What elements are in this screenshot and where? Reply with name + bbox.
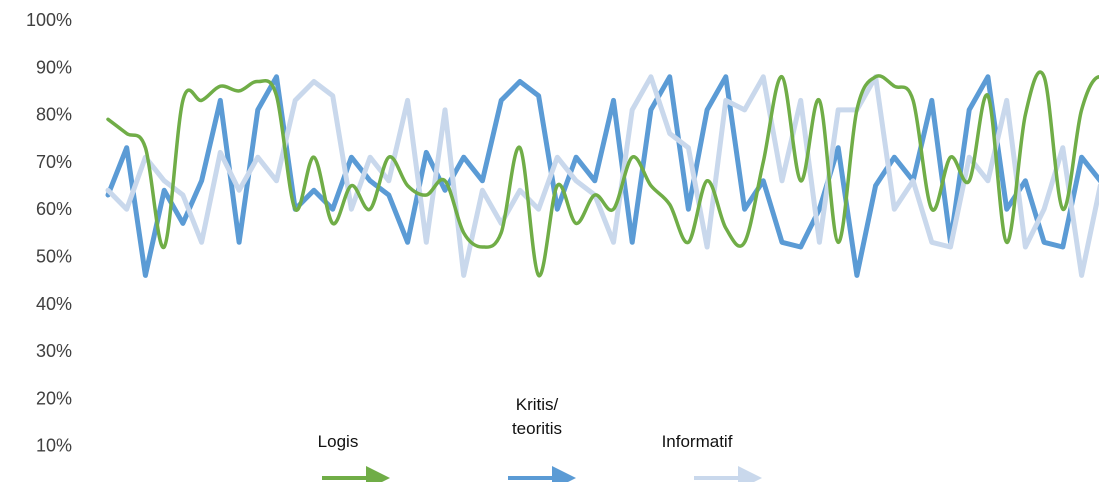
y-tick-label: 20% [36,388,72,408]
series-line-informatif [105,74,1099,278]
legend-label: Logis [318,432,359,451]
legend-item: Informatif [662,432,762,482]
legend: Logis Kritis/teoritis Informatif [318,395,762,482]
series-line-logis [106,70,1099,278]
legend-label: Informatif [662,432,733,451]
y-tick-label: 100% [26,10,72,30]
y-tick-label: 90% [36,57,72,77]
legend-item: Logis [318,432,390,482]
y-tick-label: 40% [36,294,72,314]
y-tick-label: 10% [36,436,72,456]
plot-area [105,70,1099,278]
y-tick-label: 50% [36,247,72,267]
y-axis: 10% 20% 30% 40% 50% 60% 70% 80% 90% 100% [26,10,72,456]
y-tick-label: 60% [36,199,72,219]
y-tick-label: 70% [36,152,72,172]
y-tick-label: 80% [36,105,72,125]
legend-label: Kritis/teoritis [512,395,562,438]
legend-item: Kritis/teoritis [508,395,576,482]
y-tick-label: 30% [36,341,72,361]
